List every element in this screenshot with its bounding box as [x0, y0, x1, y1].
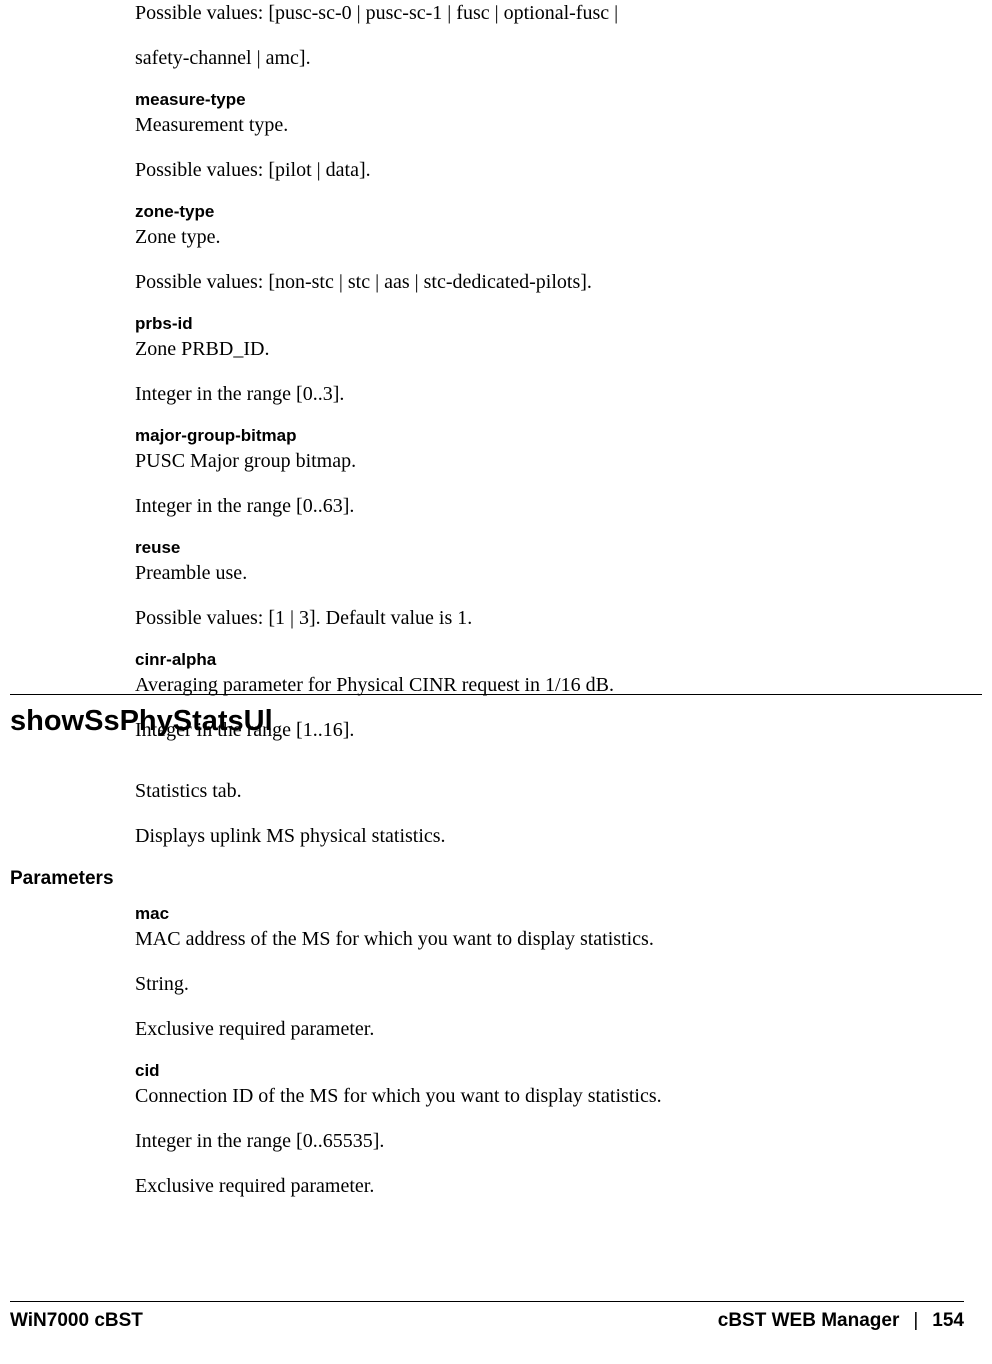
- param-note: Exclusive required parameter.: [135, 1173, 952, 1200]
- param-note: Exclusive required parameter.: [135, 1016, 952, 1043]
- param-type: String.: [135, 971, 952, 998]
- param-zone-type: zone-type Zone type. Possible values: [n…: [135, 202, 952, 296]
- param-major-group-bitmap: major-group-bitmap PUSC Major group bitm…: [135, 426, 952, 520]
- param-name: major-group-bitmap: [135, 426, 952, 446]
- body-text: Possible values: [pusc-sc-0 | pusc-sc-1 …: [135, 0, 952, 27]
- param-desc: MAC address of the MS for which you want…: [135, 926, 952, 953]
- param-desc: Zone PRBD_ID.: [135, 336, 952, 363]
- param-name: reuse: [135, 538, 952, 558]
- footer-section-label: cBST WEB Manager: [718, 1310, 900, 1332]
- footer-left: WiN7000 cBST: [10, 1310, 143, 1332]
- footer-right: cBST WEB Manager | 154: [718, 1310, 964, 1332]
- param-values: Integer in the range [0..3].: [135, 381, 952, 408]
- param-cid: cid Connection ID of the MS for which yo…: [135, 1061, 952, 1200]
- footer-rule: [10, 1301, 964, 1302]
- param-name: cinr-alpha: [135, 650, 952, 670]
- param-name: prbs-id: [135, 314, 952, 334]
- section-title: showSsPhyStatsUl: [10, 705, 982, 738]
- page: Possible values: [pusc-sc-0 | pusc-sc-1 …: [0, 0, 992, 1364]
- footer-separator: |: [913, 1310, 918, 1332]
- param-values: Possible values: [1 | 3]. Default value …: [135, 605, 952, 632]
- footer-row: WiN7000 cBST cBST WEB Manager | 154: [10, 1310, 964, 1332]
- body-text: safety-channel | amc].: [135, 45, 952, 72]
- param-desc: Zone type.: [135, 224, 952, 251]
- horizontal-rule: [10, 694, 982, 695]
- param-name: zone-type: [135, 202, 952, 222]
- section-content: Statistics tab. Displays uplink MS physi…: [135, 778, 952, 1218]
- section-intro: Displays uplink MS physical statistics.: [135, 823, 952, 850]
- param-type: Integer in the range [0..65535].: [135, 1128, 952, 1155]
- param-values: Integer in the range [0..63].: [135, 493, 952, 520]
- param-desc: Connection ID of the MS for which you wa…: [135, 1083, 952, 1110]
- param-measure-type: measure-type Measurement type. Possible …: [135, 90, 952, 184]
- section-intro: Statistics tab.: [135, 778, 952, 805]
- param-mac: mac MAC address of the MS for which you …: [135, 904, 952, 1043]
- page-footer: WiN7000 cBST cBST WEB Manager | 154: [10, 1301, 964, 1332]
- param-reuse: reuse Preamble use. Possible values: [1 …: [135, 538, 952, 632]
- content-column: Possible values: [pusc-sc-0 | pusc-sc-1 …: [135, 0, 952, 762]
- param-name: measure-type: [135, 90, 952, 110]
- param-desc: Preamble use.: [135, 560, 952, 587]
- page-number: 154: [932, 1310, 964, 1332]
- param-values: Possible values: [non-stc | stc | aas | …: [135, 269, 952, 296]
- param-name: mac: [135, 904, 952, 924]
- param-desc: PUSC Major group bitmap.: [135, 448, 952, 475]
- param-prbs-id: prbs-id Zone PRBD_ID. Integer in the ran…: [135, 314, 952, 408]
- param-name: cid: [135, 1061, 952, 1081]
- parameters-heading: Parameters: [10, 868, 952, 890]
- section-divider: showSsPhyStatsUl: [10, 694, 982, 780]
- param-values: Possible values: [pilot | data].: [135, 157, 952, 184]
- param-desc: Measurement type.: [135, 112, 952, 139]
